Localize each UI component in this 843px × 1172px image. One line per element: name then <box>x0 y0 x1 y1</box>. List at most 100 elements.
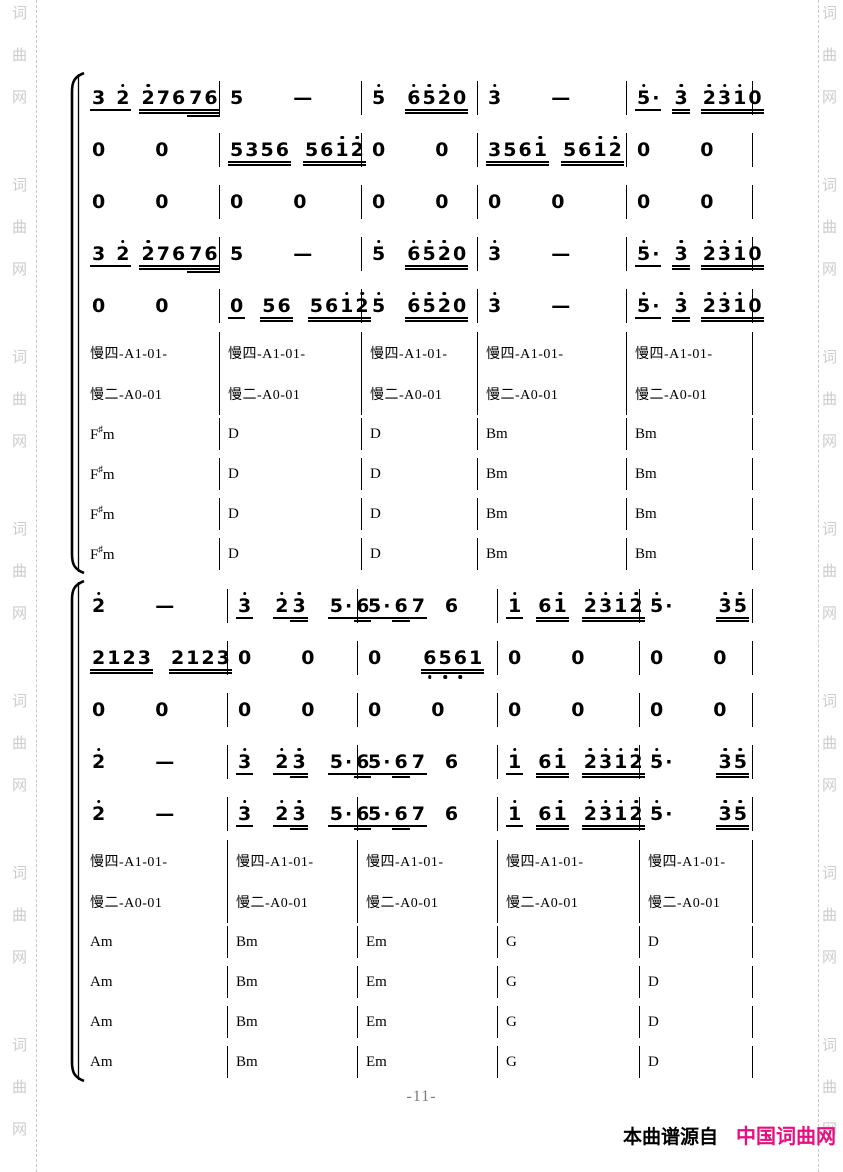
chord-symbol: F♯m <box>90 463 115 483</box>
note-group: 6 <box>443 596 460 617</box>
tempo-label: 慢四-A1-01- <box>506 854 584 870</box>
beam-unit: 5 · 6 7 <box>366 750 427 778</box>
tempo-label: 慢四-A1-01- <box>90 346 168 362</box>
note-group: 6 <box>354 596 372 622</box>
octave-dot-high <box>641 239 646 243</box>
chord-symbol: Bm <box>236 1013 258 1030</box>
note: — <box>551 242 571 265</box>
note-group: 0 <box>90 700 107 721</box>
beam-line <box>187 264 220 267</box>
beam-line <box>506 824 524 827</box>
octave-dot-high <box>297 747 301 751</box>
octave-dot-high <box>297 591 301 595</box>
note-group: 0 <box>648 700 665 721</box>
note: 1 <box>553 591 567 616</box>
note-group: — <box>291 88 314 109</box>
barline <box>476 498 478 530</box>
beam-unit: 5 · 6 <box>327 752 372 778</box>
octave-dot-high <box>492 291 497 295</box>
beam-unit: 0 <box>153 192 170 213</box>
note: 0 <box>748 242 762 265</box>
octave-dot-high <box>345 291 349 295</box>
beam-line <box>90 108 132 111</box>
note: · <box>665 802 673 825</box>
octave-dot-high <box>679 239 683 243</box>
note: 1 <box>733 291 746 316</box>
watermark-text: 曲 <box>822 390 838 408</box>
note: 7 <box>411 750 425 773</box>
octave-dot-high <box>707 291 712 295</box>
barline <box>625 372 627 415</box>
beam-line <box>290 824 308 827</box>
octave-dot-high <box>412 239 416 243</box>
chord-cell: D <box>220 494 362 534</box>
beam-line <box>392 824 410 827</box>
barline <box>218 458 220 490</box>
tempo-label: 慢四-A1-01- <box>635 346 713 362</box>
beam-line <box>290 619 308 622</box>
beam-line <box>672 316 690 319</box>
beam-line <box>581 775 645 778</box>
chord-cell: F♯m <box>88 494 220 534</box>
note: 0 <box>92 698 106 721</box>
beam-line <box>635 316 662 319</box>
note: 0 <box>92 294 106 317</box>
barline <box>360 418 362 450</box>
note-group: 2 <box>273 799 291 827</box>
tempo-label-cell: 慢二-A0-01 <box>362 372 478 415</box>
barline <box>625 133 627 167</box>
note-group: 3 <box>486 239 503 265</box>
octave-dot-high <box>442 291 447 295</box>
note: 0 <box>452 294 467 317</box>
note: 0 <box>637 138 651 161</box>
barline <box>226 880 228 923</box>
barline <box>226 797 228 831</box>
beam-line <box>327 616 355 619</box>
chord-symbol: Am <box>90 933 113 950</box>
note: 2 <box>438 83 451 108</box>
barline <box>360 133 362 167</box>
chord-cell: Bm <box>627 454 753 494</box>
barline <box>496 693 498 727</box>
beam-unit: 5 <box>370 291 387 317</box>
note-group: 5 <box>370 291 387 317</box>
beam-line <box>421 671 485 674</box>
note-group: 0 <box>291 192 308 213</box>
barline <box>360 81 362 115</box>
note: 2 <box>116 239 129 264</box>
note: 5 <box>422 239 436 264</box>
beam-line <box>635 108 662 111</box>
system-brace-icon <box>70 580 85 1082</box>
chord-cell: D <box>220 534 362 574</box>
note-group: 6 <box>354 752 372 778</box>
chord-cell: Bm <box>627 534 753 574</box>
note: 6 <box>394 594 408 617</box>
octave-dot-high <box>722 83 727 87</box>
octave-dot-high <box>355 135 359 139</box>
beam-line <box>392 619 410 622</box>
octave-dot-high <box>723 591 727 595</box>
chord-cell: Bm <box>478 534 627 574</box>
chord-cell: Bm <box>478 454 627 494</box>
note: 6 <box>204 242 218 265</box>
note-group: — <box>549 296 572 317</box>
note-group: 6 <box>354 804 372 830</box>
tempo-label-cell: 慢二-A0-01 <box>640 880 753 923</box>
note: 0 <box>650 646 664 669</box>
note: 5 <box>650 591 663 616</box>
chord-cell: Bm <box>228 1002 358 1042</box>
beam-unit: — <box>291 88 314 109</box>
measure-cell: 3— <box>478 280 627 332</box>
note-group: 0 <box>486 192 503 213</box>
octave-dot-high <box>512 799 517 803</box>
tempo-label: 慢二-A0-01 <box>486 387 559 403</box>
chord-symbol: G <box>506 1013 517 1030</box>
